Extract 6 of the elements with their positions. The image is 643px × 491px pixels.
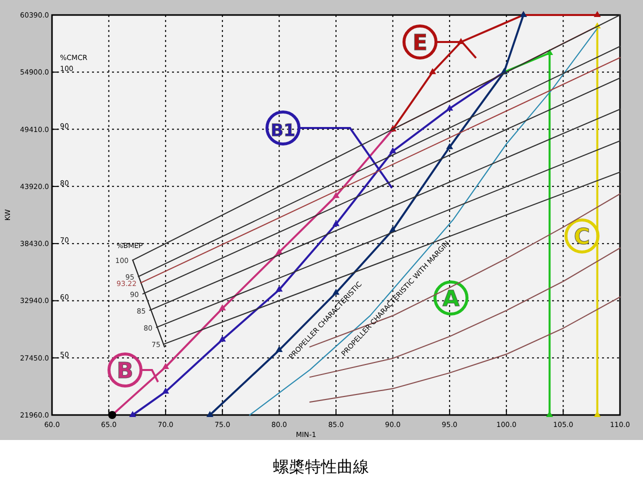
legend-label: B (116, 359, 134, 384)
legend-label: E (412, 31, 428, 56)
text: B1 (270, 121, 296, 141)
series-label: C (574, 225, 590, 250)
text: 螺槳特性曲線 (273, 457, 369, 476)
text: A (442, 287, 460, 312)
